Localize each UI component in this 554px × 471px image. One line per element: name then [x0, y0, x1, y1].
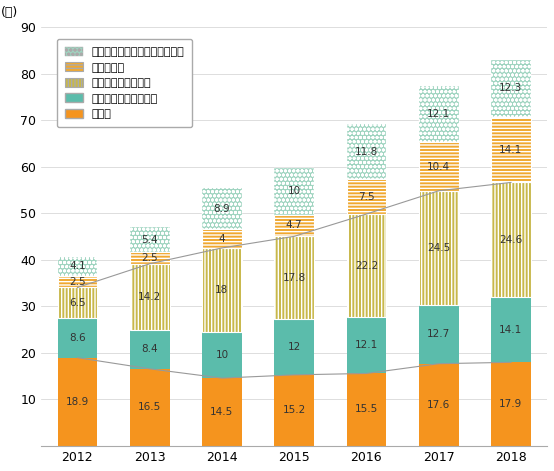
Bar [491, 117, 531, 182]
Bar [202, 188, 242, 229]
Bar [347, 179, 386, 214]
Text: 10.4: 10.4 [427, 162, 450, 171]
Bar [347, 214, 386, 317]
Bar [419, 305, 459, 364]
Text: 17.9: 17.9 [499, 399, 522, 409]
Bar [491, 182, 531, 297]
Bar [58, 257, 98, 276]
Text: 17.6: 17.6 [427, 399, 450, 410]
Bar [58, 317, 98, 357]
Bar [274, 319, 314, 375]
Bar [202, 188, 242, 229]
Bar [130, 264, 170, 330]
Bar [419, 86, 459, 142]
Text: 5.4: 5.4 [141, 235, 158, 244]
Text: 14.1: 14.1 [499, 325, 522, 334]
Text: 14.5: 14.5 [211, 407, 234, 417]
Bar [274, 214, 314, 236]
Bar [419, 142, 459, 191]
Bar [419, 191, 459, 305]
Bar [419, 142, 459, 191]
Bar [491, 60, 531, 117]
Bar [130, 369, 170, 446]
Bar [130, 252, 170, 264]
Bar [130, 330, 170, 369]
Text: 8.9: 8.9 [214, 203, 230, 214]
Bar [419, 191, 459, 305]
Text: 24.5: 24.5 [427, 243, 450, 253]
Text: 22.2: 22.2 [355, 260, 378, 271]
Text: 15.2: 15.2 [283, 405, 306, 415]
Text: 4.7: 4.7 [286, 220, 302, 230]
Bar [419, 364, 459, 446]
Text: 12.7: 12.7 [427, 329, 450, 339]
Text: 8.4: 8.4 [141, 344, 158, 354]
Text: 14.2: 14.2 [138, 292, 161, 302]
Text: 8.6: 8.6 [69, 333, 86, 343]
Bar [202, 248, 242, 332]
Bar [202, 378, 242, 446]
Bar [347, 317, 386, 374]
Text: 10: 10 [288, 186, 301, 196]
Bar [58, 276, 98, 287]
Text: 2.5: 2.5 [69, 276, 86, 287]
Bar [274, 214, 314, 236]
Bar [347, 214, 386, 317]
Bar [130, 227, 170, 252]
Bar [58, 357, 98, 446]
Bar [274, 236, 314, 319]
Bar [347, 124, 386, 179]
Bar [347, 374, 386, 446]
Text: 18: 18 [216, 285, 229, 295]
Text: 11.8: 11.8 [355, 147, 378, 157]
Text: 4.1: 4.1 [69, 261, 86, 271]
Bar [274, 168, 314, 214]
Bar [58, 276, 98, 287]
Bar [130, 252, 170, 264]
Text: (分): (分) [1, 6, 18, 19]
Bar [202, 229, 242, 248]
Bar [58, 287, 98, 317]
Text: 12.1: 12.1 [427, 109, 450, 119]
Bar [58, 257, 98, 276]
Bar [130, 227, 170, 252]
Text: 12.1: 12.1 [355, 341, 378, 350]
Bar [274, 236, 314, 319]
Bar [491, 297, 531, 362]
Text: 24.6: 24.6 [499, 235, 522, 244]
Legend: オンライン・ソーシャルゲーム, 動画サイト, ソーシャルメディア, ブログ・ウェブサイト, メール: オンライン・ソーシャルゲーム, 動画サイト, ソーシャルメディア, ブログ・ウェ… [57, 39, 192, 127]
Bar [202, 229, 242, 248]
Bar [491, 362, 531, 446]
Bar [130, 264, 170, 330]
Text: 2.5: 2.5 [141, 253, 158, 263]
Bar [202, 332, 242, 378]
Text: 6.5: 6.5 [69, 298, 86, 308]
Text: 7.5: 7.5 [358, 192, 375, 202]
Text: 16.5: 16.5 [138, 402, 161, 412]
Bar [347, 124, 386, 179]
Bar [491, 60, 531, 117]
Bar [491, 117, 531, 182]
Text: 15.5: 15.5 [355, 405, 378, 414]
Text: 12.3: 12.3 [499, 83, 522, 93]
Text: 12: 12 [288, 342, 301, 352]
Bar [347, 179, 386, 214]
Bar [58, 287, 98, 317]
Text: 17.8: 17.8 [283, 273, 306, 283]
Bar [202, 248, 242, 332]
Text: 4: 4 [219, 234, 225, 244]
Bar [491, 182, 531, 297]
Bar [274, 375, 314, 446]
Text: 14.1: 14.1 [499, 145, 522, 154]
Bar [274, 168, 314, 214]
Text: 18.9: 18.9 [66, 397, 89, 406]
Bar [419, 86, 459, 142]
Text: 10: 10 [216, 350, 228, 360]
